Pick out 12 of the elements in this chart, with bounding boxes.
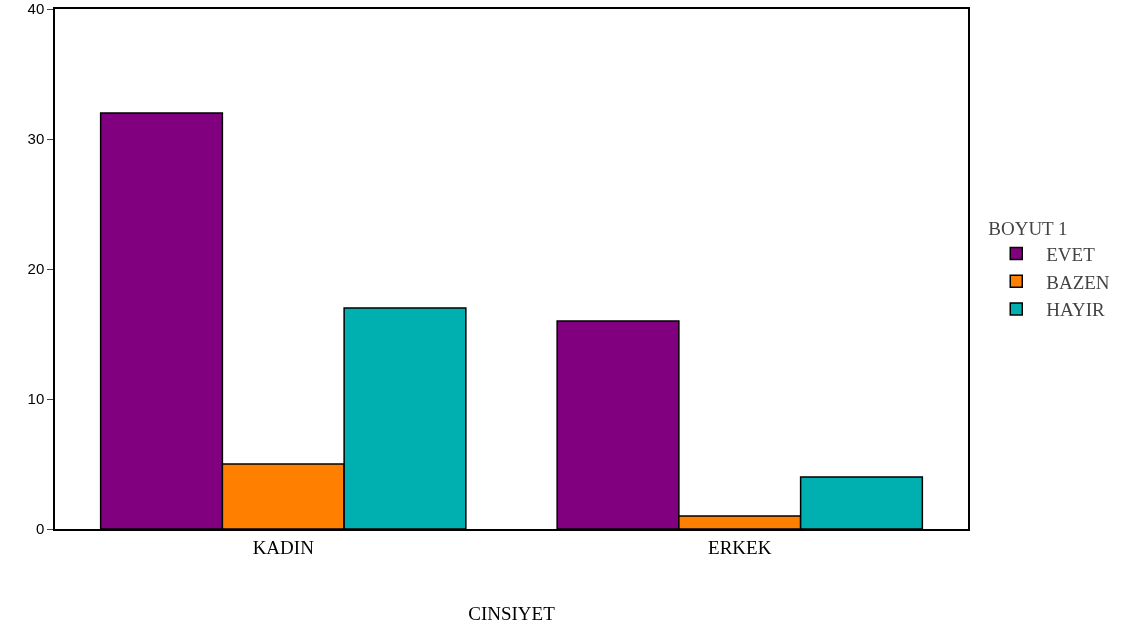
x-tick-label: ERKEK	[708, 536, 772, 558]
y-tick-label: 40	[27, 0, 45, 18]
legend-label: HAYIR	[1046, 299, 1106, 321]
legend-label: EVET	[1046, 243, 1096, 265]
y-tick-label: 10	[27, 390, 45, 408]
y-tick-label: 30	[27, 130, 45, 148]
y-tick-label: 20	[27, 260, 45, 278]
x-tick-label: KADIN	[252, 536, 315, 558]
legend-title: BOYUT 1	[988, 217, 1068, 239]
legend-label: BAZEN	[1046, 271, 1110, 293]
x-axis-title: CINSIYET	[468, 602, 556, 624]
y-tick-label: 0	[35, 520, 45, 538]
